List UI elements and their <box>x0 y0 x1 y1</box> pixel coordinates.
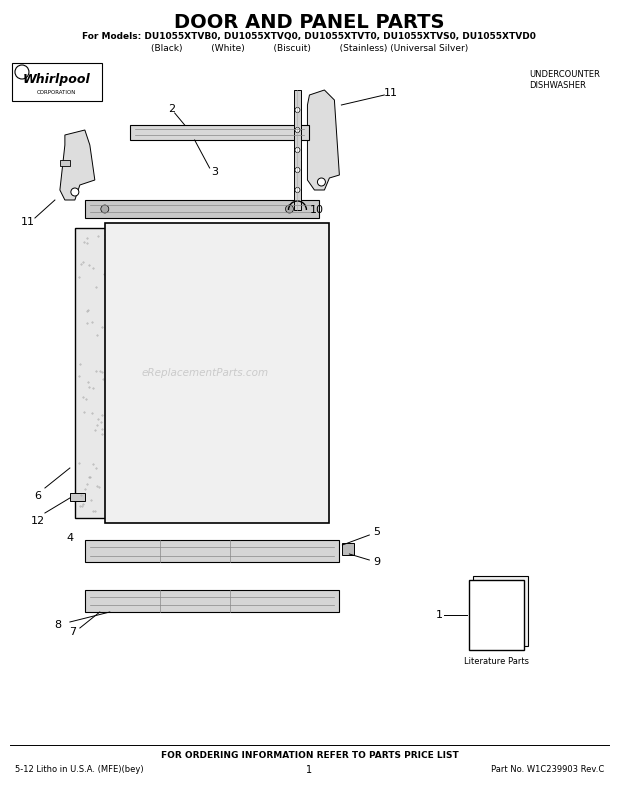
Text: Part No. W1C239903 Rev.C: Part No. W1C239903 Rev.C <box>490 765 604 775</box>
Bar <box>294 90 301 210</box>
Bar <box>70 493 85 501</box>
Circle shape <box>295 168 300 172</box>
Text: 11: 11 <box>384 88 398 98</box>
Text: FOR ORDERING INFORMATION REFER TO PARTS PRICE LIST: FOR ORDERING INFORMATION REFER TO PARTS … <box>161 751 458 759</box>
Bar <box>473 576 528 646</box>
Text: 9: 9 <box>373 557 380 567</box>
Text: 11: 11 <box>21 217 35 227</box>
Text: (Black)          (White)          (Biscuit)          (Stainless) (Universal Silv: (Black) (White) (Biscuit) (Stainless) (U… <box>151 44 468 54</box>
Bar <box>105 223 329 523</box>
Text: 12: 12 <box>31 516 45 526</box>
Text: eReplacementParts.com: eReplacementParts.com <box>141 368 268 378</box>
Bar <box>85 200 319 218</box>
Bar <box>469 580 524 650</box>
Circle shape <box>101 205 108 213</box>
Polygon shape <box>308 90 339 190</box>
Text: DOOR AND PANEL PARTS: DOOR AND PANEL PARTS <box>174 13 445 31</box>
Text: 1: 1 <box>436 610 443 620</box>
Circle shape <box>71 188 79 196</box>
Text: For Models: DU1055XTVB0, DU1055XTVQ0, DU1055XTVT0, DU1055XTVS0, DU1055XTVD0: For Models: DU1055XTVB0, DU1055XTVQ0, DU… <box>82 33 536 42</box>
Bar <box>60 160 70 166</box>
Text: 7: 7 <box>69 627 76 637</box>
Text: 1: 1 <box>306 765 312 775</box>
Circle shape <box>295 107 300 112</box>
Text: 5: 5 <box>373 527 380 537</box>
Circle shape <box>295 188 300 192</box>
Bar <box>12 63 102 101</box>
Text: 6: 6 <box>35 491 42 501</box>
Bar <box>75 228 285 518</box>
Text: UNDERCOUNTER
DISHWASHER: UNDERCOUNTER DISHWASHER <box>529 71 600 90</box>
Text: Literature Parts: Literature Parts <box>464 658 529 666</box>
Text: 2: 2 <box>168 104 175 114</box>
Circle shape <box>285 205 293 213</box>
Text: 3: 3 <box>211 167 218 177</box>
Circle shape <box>295 128 300 132</box>
Polygon shape <box>60 130 95 200</box>
Text: 8: 8 <box>55 620 61 630</box>
Text: CORPORATION: CORPORATION <box>37 91 77 95</box>
Text: Whirlpool: Whirlpool <box>23 74 91 87</box>
Bar <box>85 540 339 562</box>
Bar <box>342 543 355 555</box>
Text: 5-12 Litho in U.S.A. (MFE)(bey): 5-12 Litho in U.S.A. (MFE)(bey) <box>15 765 144 775</box>
Text: 10: 10 <box>309 205 324 215</box>
Circle shape <box>295 148 300 152</box>
Circle shape <box>317 178 326 186</box>
Bar <box>85 590 339 612</box>
Circle shape <box>15 65 29 79</box>
Text: 4: 4 <box>66 533 73 543</box>
Bar <box>130 125 309 140</box>
